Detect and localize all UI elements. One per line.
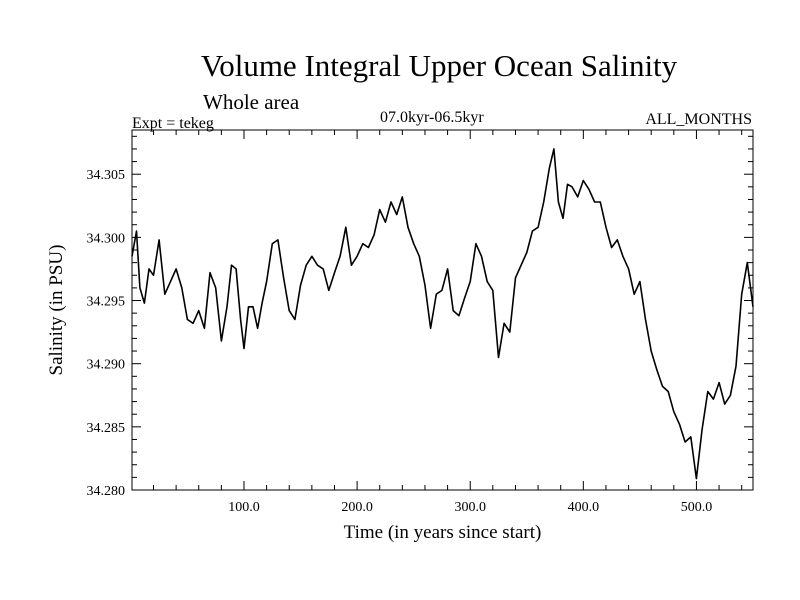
chart-subtitle: Whole area	[203, 90, 300, 114]
months-label: ALL_MONTHS	[645, 111, 752, 128]
x-tick-label: 300.0	[454, 500, 486, 515]
y-tick-label: 34.290	[87, 358, 126, 373]
y-tick-label: 34.280	[87, 484, 126, 499]
plot-frame	[131, 129, 754, 491]
period-label: 07.0kyr-06.5kyr	[380, 109, 484, 126]
y-tick-label: 34.295	[87, 295, 126, 310]
chart-title: Volume Integral Upper Ocean Salinity	[200, 48, 678, 83]
y-axis-ticks: 34.280 34.285 34.290 34.295 34.300 34.305	[87, 135, 753, 499]
experiment-label: Expt = tekeg	[132, 115, 214, 132]
x-axis-ticks: 100.0 200.0 300.0 400.0 500.0	[152, 130, 743, 515]
x-tick-label: 400.0	[568, 500, 600, 515]
x-tick-label: 200.0	[341, 500, 373, 515]
x-tick-label: 500.0	[681, 500, 713, 515]
x-axis-label: Time (in years since start)	[344, 522, 542, 543]
x-tick-label: 100.0	[228, 500, 260, 515]
y-tick-label: 34.305	[87, 168, 126, 183]
y-tick-label: 34.300	[87, 231, 126, 246]
y-tick-label: 34.285	[87, 421, 126, 436]
y-axis-label: Salinity (in PSU)	[46, 245, 67, 376]
salinity-series-line	[131, 148, 754, 480]
